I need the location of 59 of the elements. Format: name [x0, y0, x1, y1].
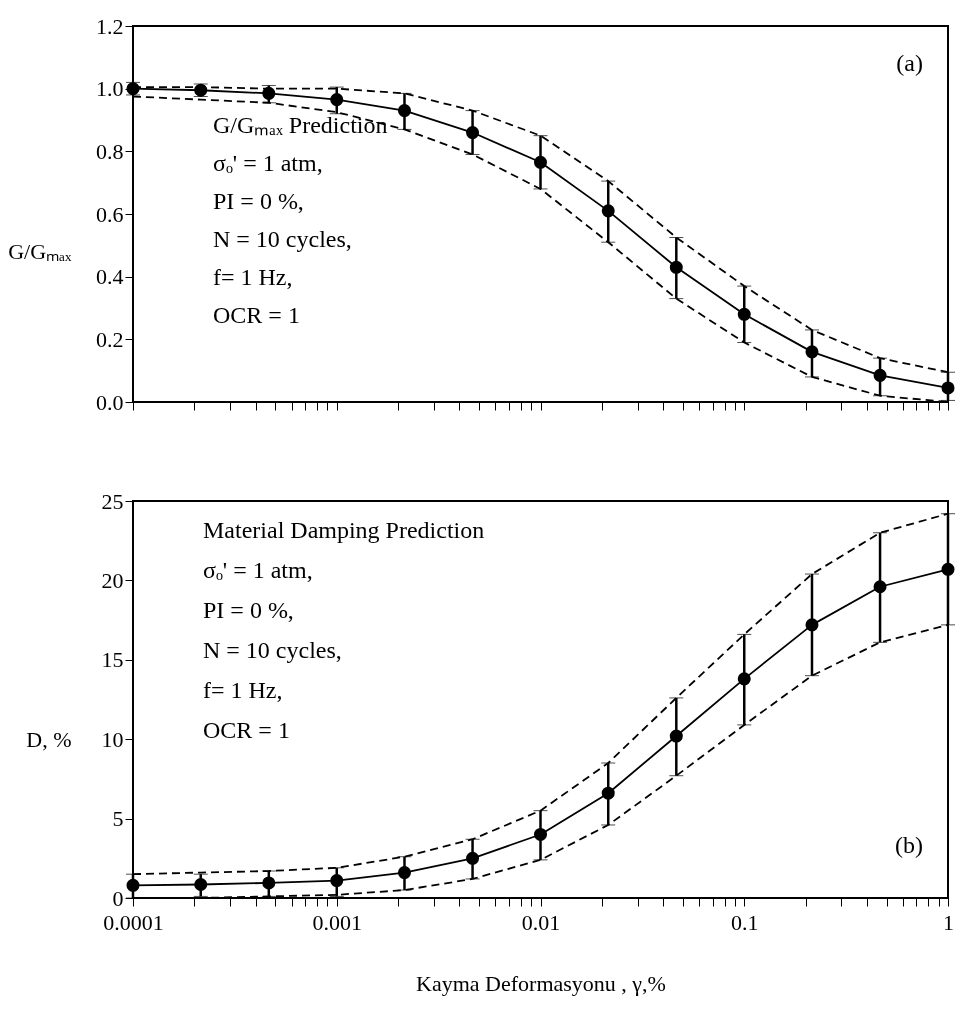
annotation: f= 1 Hz,: [203, 677, 283, 703]
annotation: PI = 0 %,: [213, 188, 304, 214]
point: [601, 204, 615, 218]
point: [873, 368, 887, 382]
x-tick-label: 0.001: [312, 909, 362, 935]
annotation: PI = 0 %,: [203, 597, 294, 623]
y-tick-label: 10: [101, 726, 124, 752]
annotation: N = 10 cycles,: [213, 226, 352, 252]
y-tick-label: 25: [101, 488, 124, 514]
point: [669, 260, 683, 274]
point: [330, 93, 344, 107]
point: [533, 155, 548, 169]
point: [262, 876, 276, 890]
annotation: σₒ' = 1 atm,: [203, 557, 313, 583]
y-tick-label: 5: [112, 806, 124, 832]
y-tick-label: 1.0: [96, 76, 124, 102]
point: [669, 729, 683, 743]
point: [941, 381, 955, 395]
y-axis-title: D, %: [26, 726, 72, 752]
x-tick-label: 1: [943, 909, 954, 935]
annotation: Material Damping Prediction: [203, 517, 485, 543]
point: [466, 126, 480, 140]
x-tick-label: 0.0001: [103, 909, 164, 935]
annotation: (a): [896, 50, 923, 76]
point: [805, 618, 819, 632]
point: [533, 827, 548, 841]
x-tick-label: 0.1: [731, 909, 759, 935]
annotation: f= 1 Hz,: [213, 264, 293, 290]
point: [466, 851, 480, 865]
annotation: G/Gₘₐₓ Prediction: [213, 112, 388, 138]
point: [737, 307, 751, 321]
annotation: N = 10 cycles,: [203, 637, 342, 663]
y-axis-title: G/Gₘₐₓ: [8, 239, 73, 265]
annotation: (b): [895, 832, 923, 858]
y-tick-label: 0.8: [96, 138, 124, 164]
point: [397, 104, 411, 118]
point: [601, 786, 615, 800]
point: [194, 878, 208, 892]
y-tick-label: 20: [101, 567, 124, 593]
x-tick-label: 0.01: [521, 909, 561, 935]
y-tick-label: 1.2: [96, 13, 124, 39]
point: [873, 580, 887, 594]
y-tick-label: 0.6: [96, 201, 124, 227]
annotation: OCR = 1: [213, 302, 300, 328]
point: [397, 866, 411, 880]
y-tick-label: 0.4: [96, 264, 124, 290]
point: [126, 878, 140, 892]
y-tick-label: 0: [112, 885, 124, 911]
point: [262, 86, 276, 100]
annotation: OCR = 1: [203, 717, 290, 743]
y-tick-label: 0.2: [96, 326, 124, 352]
point: [941, 562, 955, 576]
y-tick-label: 0.0: [96, 389, 124, 415]
point: [737, 672, 751, 686]
point: [805, 345, 819, 359]
y-tick-label: 15: [101, 647, 124, 673]
x-axis-title: Kayma Deformasyonu , γ,%: [416, 970, 666, 996]
annotation: σₒ' = 1 atm,: [213, 150, 323, 176]
point: [330, 874, 344, 888]
